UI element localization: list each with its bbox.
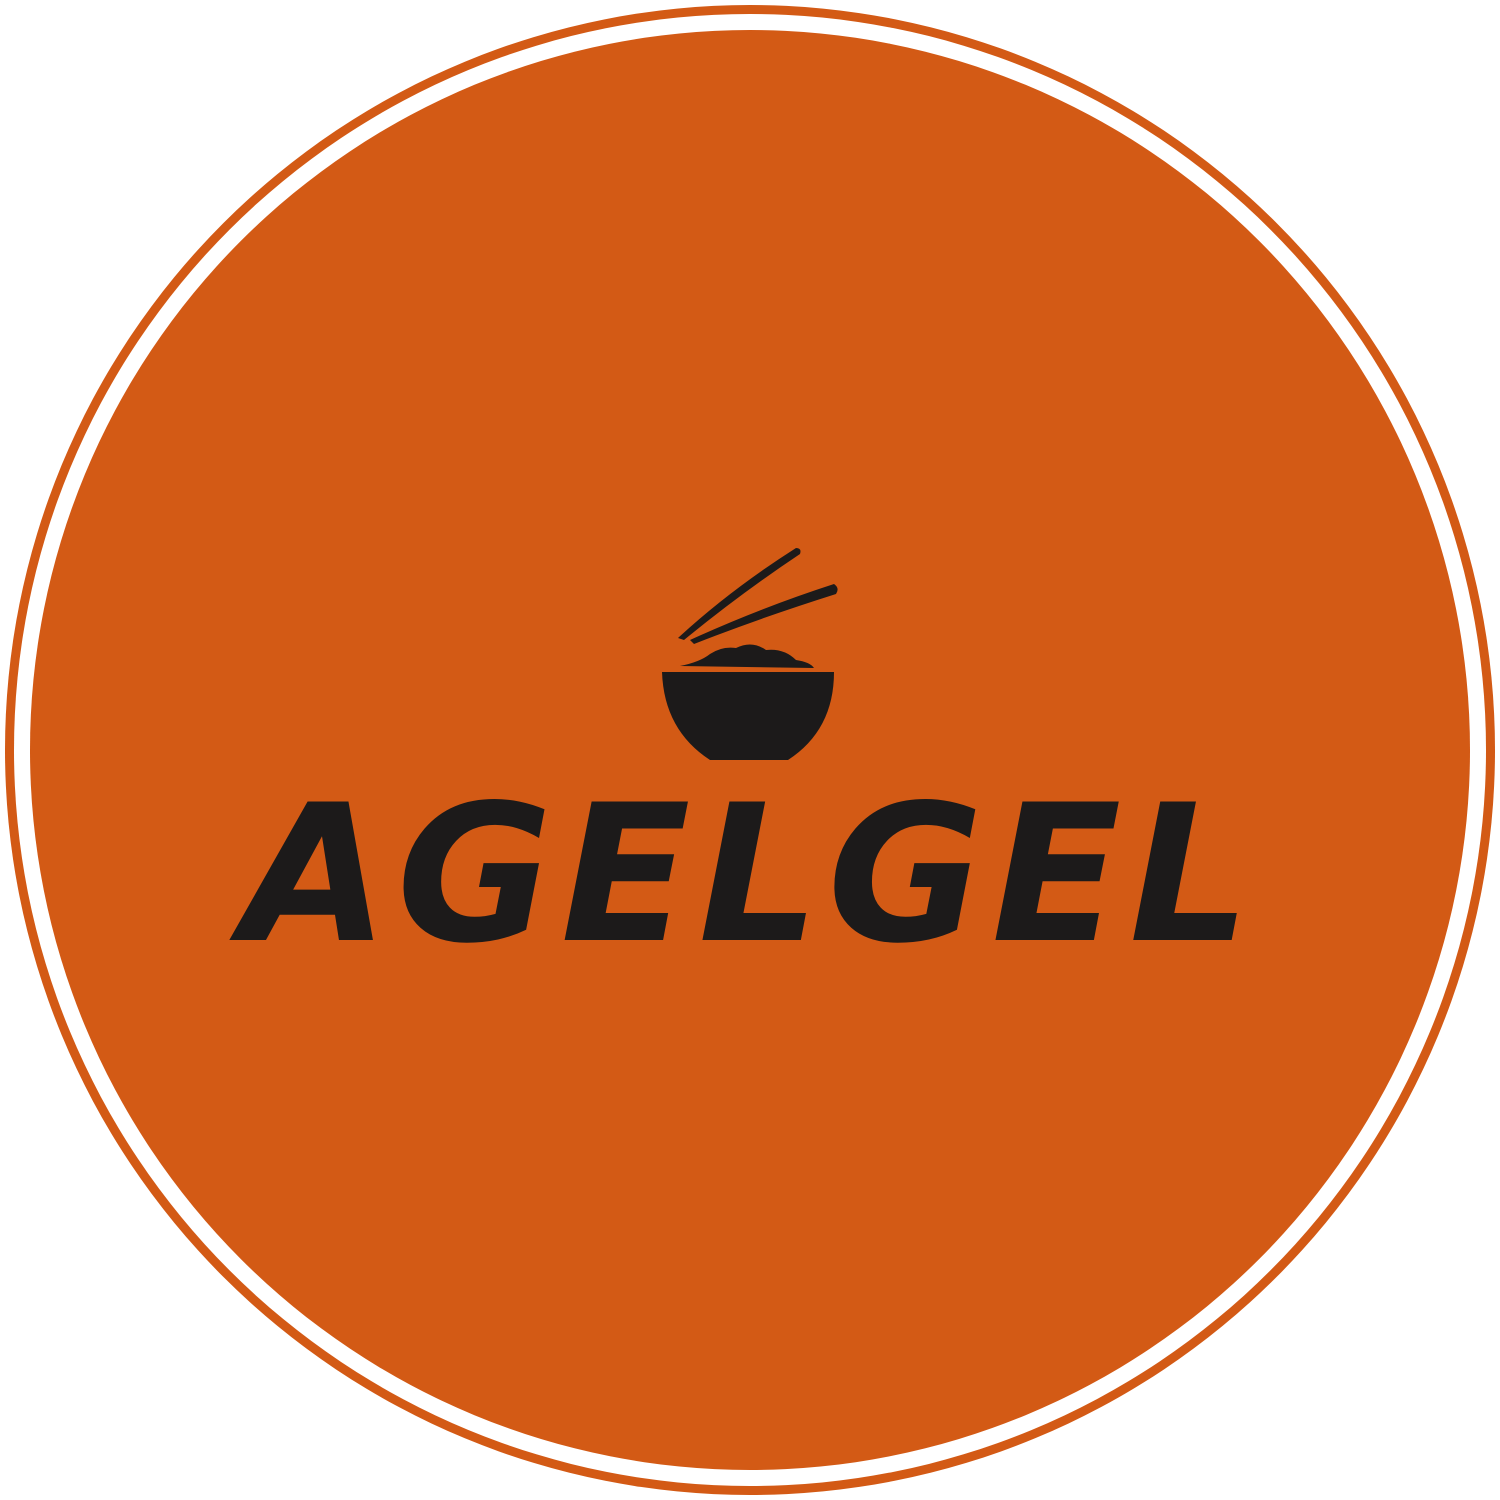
bowl-icon <box>662 548 838 760</box>
chopstick <box>678 548 801 640</box>
rice <box>680 644 814 668</box>
bowl <box>662 672 834 760</box>
brand-name: AGELGEL <box>229 764 1259 985</box>
chopstick <box>690 584 838 644</box>
